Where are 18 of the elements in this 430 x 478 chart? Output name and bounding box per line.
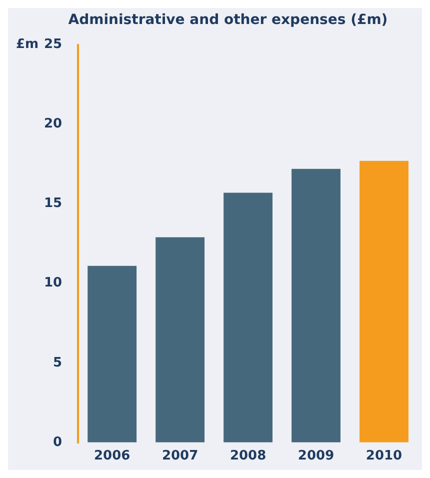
y-tick-label: 0 (53, 434, 62, 450)
x-tick-label: 2009 (298, 448, 334, 464)
bar (292, 168, 340, 442)
bar (88, 266, 137, 442)
y-axis-title: £m (16, 37, 39, 52)
bar (224, 192, 273, 442)
x-tick-label: 2010 (366, 448, 402, 464)
x-tick-label: 2006 (94, 448, 130, 464)
y-tick-label: 20 (44, 116, 62, 132)
x-tick-label: 2007 (162, 448, 198, 464)
x-tick-label: 2008 (230, 448, 266, 464)
bar (360, 160, 408, 442)
y-tick-label: 5 (53, 355, 62, 370)
y-tick-label: 15 (44, 196, 62, 212)
bar (156, 237, 205, 442)
y-tick-label: 25 (44, 37, 62, 52)
y-tick-label: 10 (44, 276, 62, 291)
chart-title: Administrative and other expenses (£m) (68, 12, 388, 28)
